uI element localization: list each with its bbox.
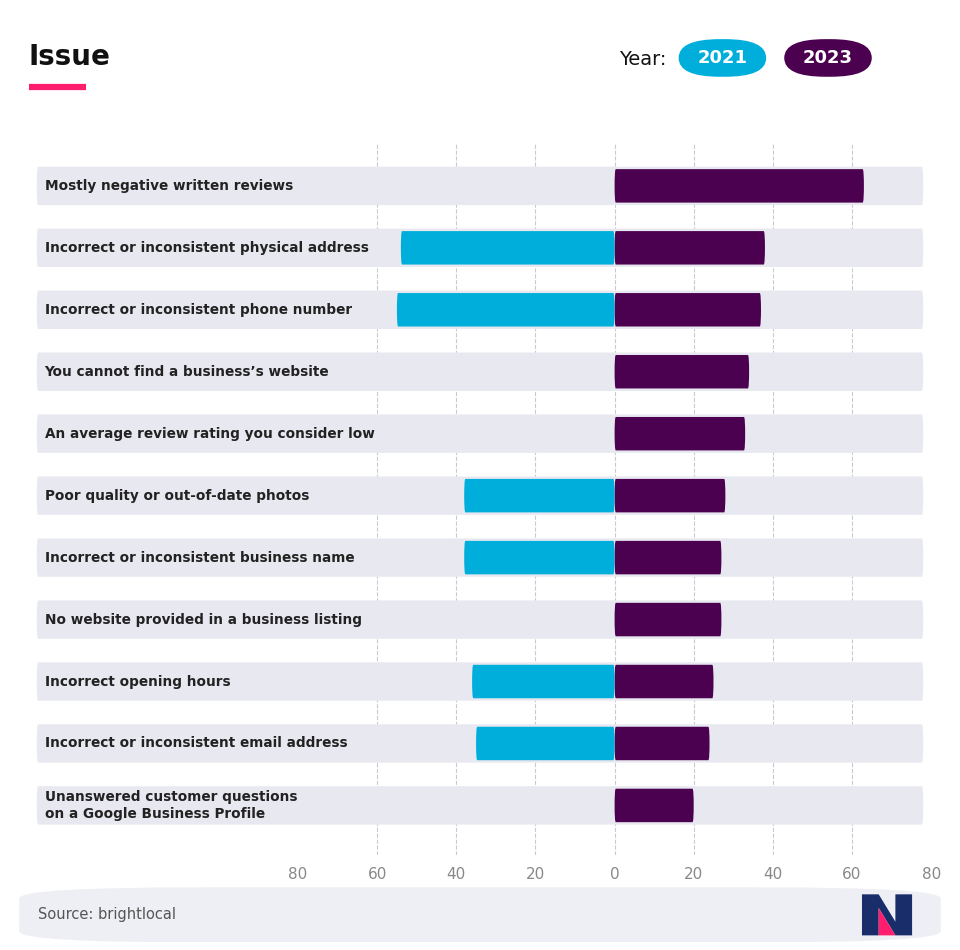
FancyBboxPatch shape — [401, 231, 614, 264]
Text: Incorrect or inconsistent email address: Incorrect or inconsistent email address — [44, 736, 348, 750]
Text: No website provided in a business listing: No website provided in a business listin… — [44, 613, 362, 627]
FancyBboxPatch shape — [36, 291, 924, 329]
Text: An average review rating you consider low: An average review rating you consider lo… — [44, 427, 374, 441]
FancyBboxPatch shape — [472, 665, 614, 698]
FancyBboxPatch shape — [614, 417, 745, 450]
FancyBboxPatch shape — [36, 166, 924, 205]
Text: Consumers who state this would make
them lose trust in the business (%): Consumers who state this would make them… — [420, 899, 809, 937]
FancyBboxPatch shape — [465, 479, 614, 512]
FancyBboxPatch shape — [36, 414, 924, 453]
FancyBboxPatch shape — [36, 724, 924, 763]
Text: 2021: 2021 — [697, 49, 748, 66]
Text: Incorrect or inconsistent phone number: Incorrect or inconsistent phone number — [44, 303, 351, 316]
FancyBboxPatch shape — [614, 603, 721, 636]
FancyBboxPatch shape — [614, 355, 749, 389]
FancyBboxPatch shape — [19, 887, 941, 942]
Polygon shape — [862, 894, 912, 936]
Text: Incorrect opening hours: Incorrect opening hours — [44, 674, 230, 689]
FancyBboxPatch shape — [614, 727, 709, 760]
FancyBboxPatch shape — [36, 600, 924, 638]
Text: Incorrect or inconsistent physical address: Incorrect or inconsistent physical addre… — [44, 241, 369, 255]
FancyBboxPatch shape — [36, 662, 924, 701]
FancyBboxPatch shape — [614, 293, 761, 327]
Text: Incorrect or inconsistent business name: Incorrect or inconsistent business name — [44, 551, 354, 564]
FancyBboxPatch shape — [679, 39, 766, 77]
Text: Source: brightlocal: Source: brightlocal — [37, 907, 176, 922]
Text: Poor quality or out-of-date photos: Poor quality or out-of-date photos — [44, 488, 309, 503]
FancyBboxPatch shape — [614, 479, 726, 512]
Text: Issue: Issue — [29, 44, 110, 71]
FancyBboxPatch shape — [614, 541, 721, 575]
FancyBboxPatch shape — [614, 169, 864, 202]
FancyBboxPatch shape — [465, 541, 614, 575]
FancyBboxPatch shape — [614, 665, 713, 698]
FancyBboxPatch shape — [36, 229, 924, 267]
FancyBboxPatch shape — [396, 293, 614, 327]
FancyBboxPatch shape — [784, 39, 872, 77]
Text: Mostly negative written reviews: Mostly negative written reviews — [44, 179, 293, 193]
FancyBboxPatch shape — [476, 727, 614, 760]
Text: 2023: 2023 — [803, 49, 853, 66]
Text: Unanswered customer questions
on a Google Business Profile: Unanswered customer questions on a Googl… — [44, 790, 298, 821]
FancyBboxPatch shape — [36, 787, 924, 825]
FancyBboxPatch shape — [614, 788, 694, 822]
FancyBboxPatch shape — [36, 477, 924, 515]
FancyBboxPatch shape — [614, 231, 765, 264]
FancyBboxPatch shape — [36, 352, 924, 391]
FancyBboxPatch shape — [36, 539, 924, 577]
Polygon shape — [878, 908, 896, 936]
Text: Year:: Year: — [619, 50, 666, 69]
Text: You cannot find a business’s website: You cannot find a business’s website — [44, 365, 329, 379]
